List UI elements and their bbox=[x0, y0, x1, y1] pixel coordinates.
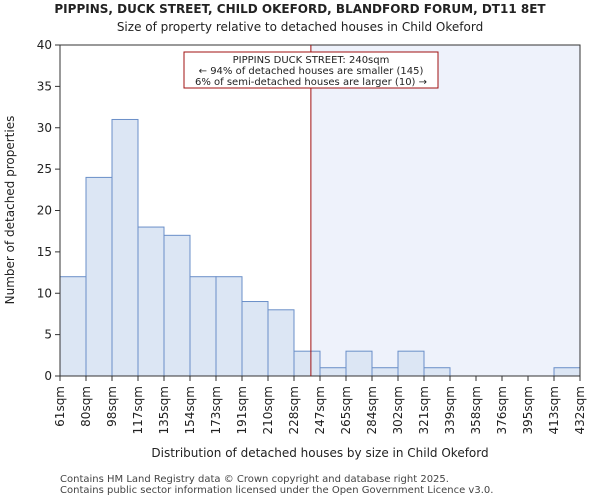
chart-subtitle: Size of property relative to detached ho… bbox=[116, 20, 484, 34]
x-tick-label: 173sqm bbox=[209, 386, 223, 434]
annotation-line-3: 6% of semi-detached houses are larger (1… bbox=[195, 77, 427, 88]
histogram-bar bbox=[85, 176, 113, 377]
annotation-line-1: PIPPINS DUCK STREET: 240sqm bbox=[233, 55, 390, 66]
histogram-bar bbox=[111, 118, 139, 377]
y-tick-label: 20 bbox=[37, 204, 52, 218]
y-tick-label: 35 bbox=[37, 79, 52, 93]
x-tick-label: 191sqm bbox=[235, 386, 249, 434]
y-tick-label: 25 bbox=[37, 162, 52, 176]
x-tick-label: 265sqm bbox=[339, 386, 353, 434]
footer-licence: Contains public sector information licen… bbox=[60, 485, 494, 496]
histogram-bar bbox=[215, 276, 243, 377]
footer-copyright: Contains HM Land Registry data © Crown c… bbox=[60, 474, 449, 485]
x-tick-label: 339sqm bbox=[443, 386, 457, 434]
histogram-bar bbox=[59, 276, 87, 377]
larger-than-subject-region bbox=[310, 45, 580, 376]
histogram-bar bbox=[423, 367, 451, 377]
x-tick-label: 210sqm bbox=[261, 386, 275, 434]
histogram-bar bbox=[397, 350, 425, 377]
histogram-bar bbox=[137, 226, 165, 377]
histogram-bar bbox=[241, 301, 269, 377]
x-tick-label: 302sqm bbox=[391, 386, 405, 434]
histogram-bar bbox=[267, 309, 295, 377]
histogram-bar bbox=[319, 367, 347, 377]
annotation-line-2: ← 94% of detached houses are smaller (14… bbox=[199, 66, 424, 77]
histogram-bar bbox=[163, 234, 191, 377]
y-tick-label: 10 bbox=[37, 286, 52, 300]
x-tick-label: 228sqm bbox=[287, 386, 301, 434]
y-tick-label: 40 bbox=[37, 38, 52, 52]
histogram-chart: 0 5 10 15 20 25 30 35 40 61sqm 80sqm 98sqm 117sqm 13… bbox=[3, 38, 587, 460]
x-tick-label: 358sqm bbox=[469, 386, 483, 434]
x-tick-label: 117sqm bbox=[131, 386, 145, 434]
histogram-bar bbox=[189, 276, 217, 377]
x-tick-label: 154sqm bbox=[183, 386, 197, 434]
histogram-bar bbox=[371, 367, 399, 377]
y-tick-label: 5 bbox=[44, 328, 52, 342]
x-tick-label: 395sqm bbox=[521, 386, 535, 434]
x-axis-label: Distribution of detached houses by size … bbox=[151, 446, 488, 460]
annotation-box: PIPPINS DUCK STREET: 240sqm ← 94% of det… bbox=[183, 51, 439, 89]
chart-title: PIPPINS, DUCK STREET, CHILD OKEFORD, BLA… bbox=[54, 2, 546, 16]
x-tick-label: 98sqm bbox=[105, 386, 119, 427]
y-axis-label: Number of detached properties bbox=[3, 116, 17, 305]
x-tick-label: 135sqm bbox=[157, 386, 171, 434]
histogram-bar bbox=[553, 367, 581, 377]
histogram-bar bbox=[293, 350, 321, 377]
x-tick-label: 247sqm bbox=[313, 386, 327, 434]
x-tick-label: 61sqm bbox=[53, 386, 67, 427]
x-tick-label: 80sqm bbox=[79, 386, 93, 427]
y-tick-label: 15 bbox=[37, 245, 52, 259]
y-tick-label: 30 bbox=[37, 121, 52, 135]
x-tick-label: 413sqm bbox=[547, 386, 561, 434]
x-tick-label: 321sqm bbox=[417, 386, 431, 434]
x-tick-label: 432sqm bbox=[573, 386, 587, 434]
histogram-bar bbox=[345, 350, 373, 377]
y-tick-label: 0 bbox=[44, 369, 52, 383]
x-tick-label: 376sqm bbox=[495, 386, 509, 434]
x-tick-label: 284sqm bbox=[365, 386, 379, 434]
